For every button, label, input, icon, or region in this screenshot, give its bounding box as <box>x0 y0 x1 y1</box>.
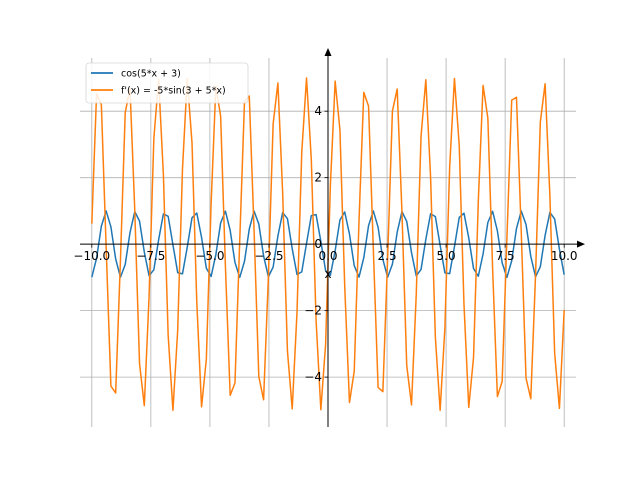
y-axis-arrow <box>324 48 332 56</box>
x-tick-label-0: −10.0 <box>73 249 110 263</box>
x-tick-label-2: −5.0 <box>195 249 224 263</box>
x-tick-label-7: 7.5 <box>496 249 515 263</box>
x-tick-label-1: −7.5 <box>136 249 165 263</box>
y-tick-label-4: 4 <box>314 104 322 118</box>
legend-label-0: cos(5*x + 3) <box>121 69 181 80</box>
x-tick-label-5: 2.5 <box>378 249 397 263</box>
legend-box <box>85 62 249 104</box>
x-tick-label-4: 0.0 <box>318 249 337 263</box>
x-tick-label-3: −2.5 <box>254 249 283 263</box>
x-tick-label-8: 10.0 <box>551 249 578 263</box>
x-tick-label-6: 5.0 <box>437 249 456 263</box>
x-axis-label: x <box>324 267 331 281</box>
x-axis-arrow <box>577 240 585 248</box>
y-tick-label-2: 0 <box>314 237 322 251</box>
tick-labels: −10.0 −7.5 −5.0 −2.5 0.0 2.5 5.0 7.5 10.0 −4 −2 0 2 4 <box>73 104 577 384</box>
legend-label-1: f'(x) = -5*sin(3 + 5*x) <box>121 86 226 97</box>
y-tick-label-3: 2 <box>314 171 322 185</box>
legend: cos(5*x + 3) f'(x) = -5*sin(3 + 5*x) <box>85 62 249 104</box>
y-tick-label-1: −2 <box>304 304 322 318</box>
axes <box>80 48 585 427</box>
y-tick-label-0: −4 <box>304 370 322 384</box>
